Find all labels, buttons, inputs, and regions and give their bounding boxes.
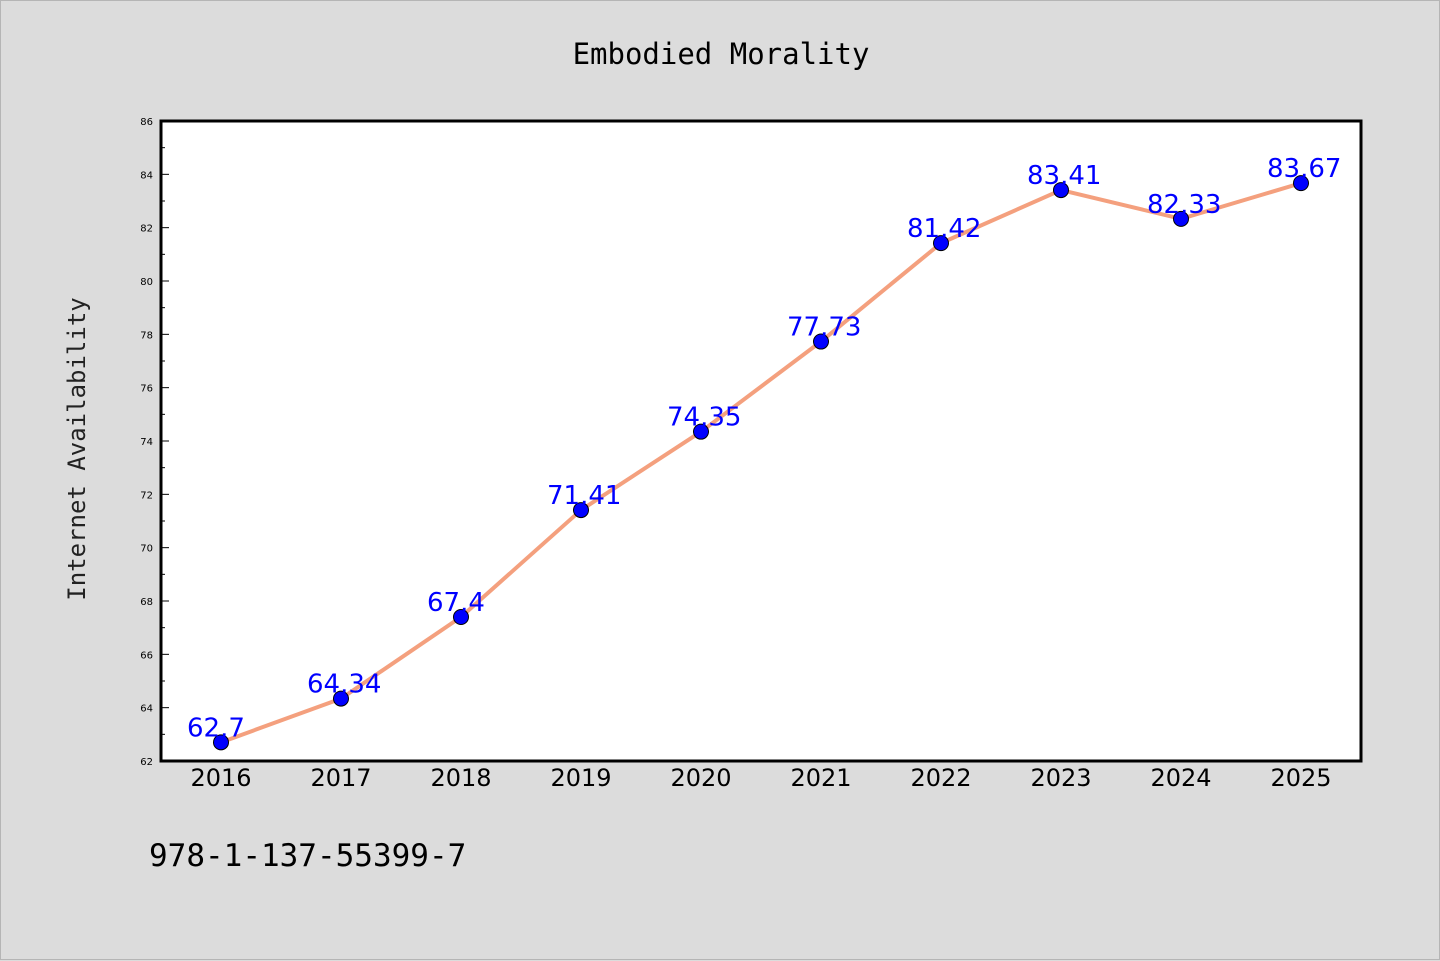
data-label: 67.4 xyxy=(427,588,485,618)
y-tick-label: 76 xyxy=(140,384,153,395)
y-tick-label: 68 xyxy=(140,597,153,608)
y-tick-label: 70 xyxy=(140,544,153,555)
x-tick-label: 2022 xyxy=(910,764,971,792)
data-label: 77.73 xyxy=(787,313,861,343)
data-point xyxy=(1173,210,1189,227)
data-point xyxy=(213,734,229,751)
x-tick-label: 2023 xyxy=(1030,764,1091,792)
data-point xyxy=(813,333,829,350)
y-axis-label: Internet Availability xyxy=(63,297,91,600)
x-tick-label: 2025 xyxy=(1270,764,1331,792)
y-tick-label: 62 xyxy=(140,757,153,768)
data-point xyxy=(693,423,709,440)
data-point xyxy=(1293,175,1309,192)
data-label: 83.67 xyxy=(1267,154,1341,184)
y-tick-label: 80 xyxy=(140,277,153,288)
y-tick-label: 64 xyxy=(140,704,153,715)
data-label: 74.35 xyxy=(667,403,741,433)
data-label: 71.41 xyxy=(547,481,621,511)
y-tick-label: 82 xyxy=(140,224,153,235)
x-tick-label: 2024 xyxy=(1150,764,1211,792)
footer-code: 978-1-137-55399-7 xyxy=(149,838,466,874)
data-label: 64.34 xyxy=(307,670,381,700)
data-point xyxy=(933,235,949,252)
y-tick-label: 72 xyxy=(140,490,153,501)
y-tick-label: 78 xyxy=(140,330,153,341)
y-tick-label: 84 xyxy=(140,170,153,181)
data-label: 62.7 xyxy=(187,713,245,743)
y-tick-label: 74 xyxy=(140,437,153,448)
series-group: 62.7 64.34 67.4 71.41 74.35 77.73 81.42 83.41 82… xyxy=(187,154,1341,751)
data-point xyxy=(573,502,589,519)
y-tick-label: 66 xyxy=(140,650,153,661)
x-tick-label: 2016 xyxy=(190,764,251,792)
x-axis: 2016 2017 2018 2019 2020 2021 2022 2023 2024 2025 xyxy=(190,764,1331,792)
plot-frame xyxy=(159,119,1363,763)
x-tick-label: 2018 xyxy=(430,764,491,792)
y-tick-label: 86 xyxy=(140,117,153,128)
x-tick-label: 2020 xyxy=(670,764,731,792)
series-line xyxy=(220,181,1302,745)
x-tick-label: 2021 xyxy=(790,764,851,792)
data-label: 82.33 xyxy=(1147,190,1221,220)
data-label: 81.42 xyxy=(907,214,981,244)
plot-area xyxy=(161,121,1361,761)
data-label: 83.41 xyxy=(1027,161,1101,191)
data-point xyxy=(453,609,469,625)
x-tick-label: 2019 xyxy=(550,764,611,792)
chart-title: Embodied Morality xyxy=(573,37,870,71)
x-tick-label: 2017 xyxy=(310,764,371,792)
data-point xyxy=(333,690,349,707)
data-point xyxy=(1053,182,1069,199)
